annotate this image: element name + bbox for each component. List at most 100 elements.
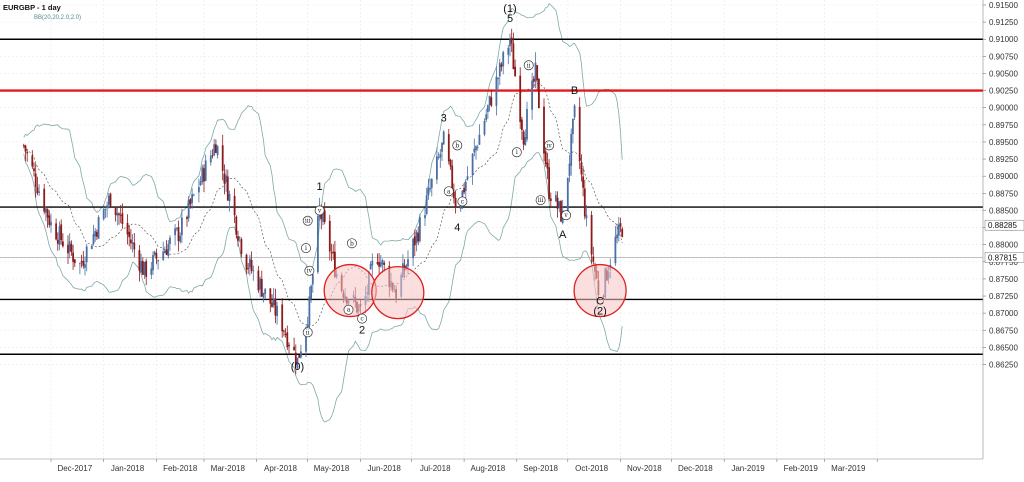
candle-body bbox=[283, 330, 285, 332]
candle-body bbox=[131, 242, 134, 244]
candle-body bbox=[449, 159, 452, 167]
circled-label-text: a bbox=[347, 307, 351, 314]
candle-body bbox=[369, 264, 372, 270]
candle-body bbox=[233, 195, 236, 216]
circled-label-ring bbox=[511, 147, 522, 158]
circled-label-text: iii bbox=[538, 197, 544, 204]
candle-body bbox=[407, 259, 409, 267]
candle-body bbox=[334, 251, 336, 277]
candle-body bbox=[483, 120, 486, 135]
candle-body bbox=[259, 278, 261, 290]
candle-body bbox=[94, 231, 97, 237]
circled-label-ring bbox=[452, 140, 463, 151]
x-axis: Dec-2017 Jan-2018 Feb-2018 Mar-2018 Apr-2018… bbox=[0, 458, 983, 473]
candle-body bbox=[221, 145, 224, 171]
candle-body bbox=[466, 176, 469, 180]
candle-body bbox=[293, 346, 295, 350]
candle-body bbox=[143, 262, 146, 275]
candle-body bbox=[568, 163, 571, 177]
circled-label-text: b bbox=[350, 240, 354, 247]
y-tick-label: 0.89250 bbox=[989, 155, 1018, 164]
plot-background bbox=[0, 0, 983, 459]
circled-wave-label: iii bbox=[535, 195, 546, 206]
candle-body bbox=[140, 261, 142, 273]
candle-body bbox=[31, 155, 34, 167]
candle-body bbox=[276, 306, 278, 317]
candle-body bbox=[300, 351, 302, 358]
candle-body bbox=[476, 146, 479, 148]
x-tick-label: Dec-2017 bbox=[57, 464, 92, 473]
x-tick-label: Mar-2019 bbox=[831, 464, 866, 473]
candle-body bbox=[38, 191, 40, 193]
y-tick-label: 0.88000 bbox=[989, 241, 1018, 250]
circled-label-text: v bbox=[317, 207, 322, 214]
candle-body bbox=[590, 214, 593, 255]
candle-body bbox=[531, 80, 533, 110]
circled-label-text: ii bbox=[306, 329, 310, 336]
candle-body bbox=[308, 296, 311, 326]
candle-body bbox=[109, 193, 112, 207]
wave-label: (2) bbox=[593, 306, 606, 318]
candle-body bbox=[24, 145, 27, 152]
candle-body bbox=[427, 187, 430, 196]
candle-body bbox=[201, 167, 204, 183]
candle-body bbox=[429, 187, 431, 190]
x-tick-label: Sep-2018 bbox=[523, 464, 558, 473]
current-price-tag-text: 0.88285 bbox=[988, 221, 1017, 230]
circled-wave-label: v bbox=[314, 205, 325, 216]
candle-body bbox=[128, 231, 131, 238]
candle-body bbox=[555, 195, 557, 202]
candle-body bbox=[534, 62, 537, 82]
candle-body bbox=[317, 216, 319, 273]
current-price-tag-box bbox=[984, 219, 1024, 231]
candle-body bbox=[544, 151, 547, 165]
x-tick-label: Jul-2018 bbox=[420, 464, 451, 473]
candle-body bbox=[498, 63, 501, 77]
candle-body bbox=[566, 177, 569, 212]
chart-header: EURGBP - 1 day BB(20,20,2.0,2.0) bbox=[3, 3, 81, 21]
candle-body bbox=[332, 251, 335, 254]
candle-body bbox=[378, 261, 380, 267]
candle-body bbox=[157, 260, 159, 262]
candle-body bbox=[203, 168, 205, 182]
candle-body bbox=[510, 37, 513, 44]
candle-body bbox=[500, 64, 503, 67]
circled-label-text: a bbox=[447, 188, 451, 195]
candle-body bbox=[288, 344, 290, 347]
x-tick-label: Jan-2018 bbox=[111, 464, 145, 473]
candle-body bbox=[405, 265, 408, 269]
circled-wave-label: a bbox=[343, 304, 354, 315]
candle-body bbox=[199, 181, 202, 186]
candle-body bbox=[371, 260, 374, 266]
circled-label-text: c bbox=[360, 316, 364, 323]
candle-body bbox=[274, 298, 277, 316]
candle-body bbox=[413, 236, 416, 246]
candle-body bbox=[485, 114, 488, 121]
candle-body bbox=[617, 224, 620, 236]
candle-body bbox=[286, 332, 289, 348]
highlight-circle bbox=[371, 265, 425, 320]
candle-body bbox=[192, 194, 195, 196]
candle-body bbox=[497, 78, 499, 80]
candle-body bbox=[90, 245, 93, 250]
candle-body bbox=[138, 250, 141, 271]
candle-body bbox=[281, 304, 284, 332]
candle-body bbox=[116, 213, 119, 216]
circled-wave-label: iii bbox=[302, 215, 313, 226]
candle-body bbox=[381, 260, 384, 265]
candle-body bbox=[379, 262, 382, 267]
chart-title: EURGBP - 1 day bbox=[3, 3, 62, 12]
y-tick-label: 0.90750 bbox=[989, 52, 1018, 61]
wave-label: (1) bbox=[503, 3, 516, 15]
candle-body bbox=[488, 95, 491, 105]
circled-wave-label: i bbox=[511, 147, 522, 158]
circled-label-text: iii bbox=[305, 218, 311, 225]
candle-body bbox=[478, 134, 481, 145]
wave-label: 4 bbox=[454, 222, 460, 234]
candle-body bbox=[119, 214, 122, 216]
price-tags: 0.87815 0.88285 bbox=[984, 219, 1024, 263]
candle-body bbox=[294, 352, 297, 366]
